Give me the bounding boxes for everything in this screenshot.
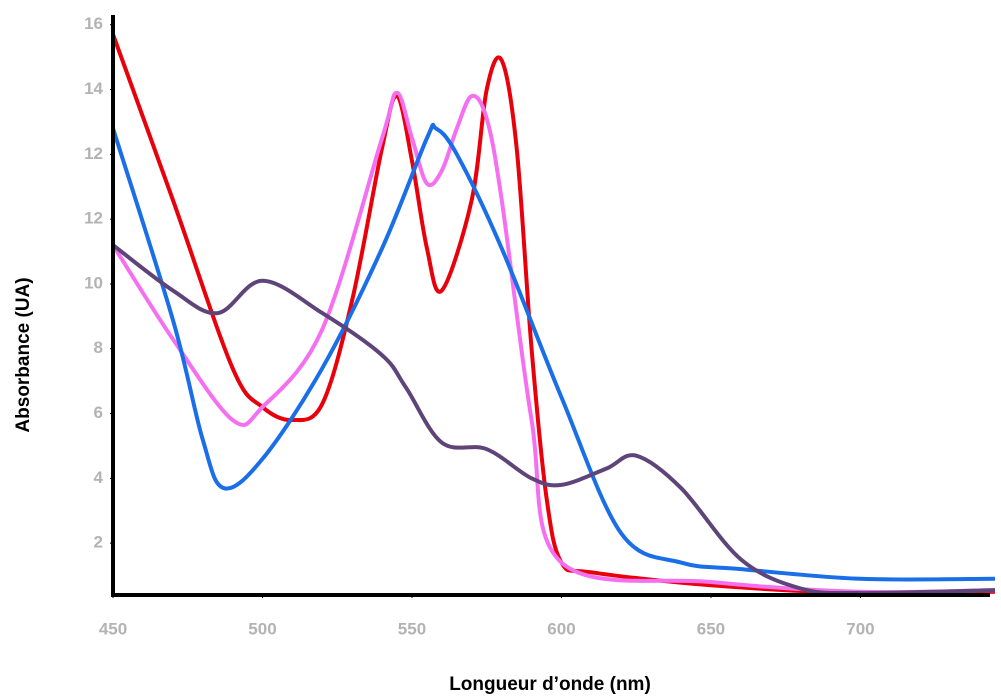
x-tick-label: 550 <box>398 619 426 638</box>
x-tick-label: 500 <box>248 619 276 638</box>
x-tick-label: 700 <box>846 619 874 638</box>
spectrum-line <box>111 122 996 582</box>
spectrum-line <box>111 90 996 595</box>
spectrum-line <box>111 243 996 596</box>
x-axis-label: Longueur d’onde (nm) <box>449 674 651 695</box>
x-tick-label: 450 <box>99 619 127 638</box>
y-tick-label: 4 <box>94 468 104 487</box>
y-tick-label: 16 <box>84 14 103 33</box>
y-tick-label: 6 <box>94 403 103 422</box>
y-tick-label: 8 <box>94 338 103 357</box>
y-tick-label: 12 <box>84 144 103 163</box>
y-axis-label: Absorbance (UA) <box>13 277 34 432</box>
y-tick-label: 2 <box>94 533 103 552</box>
x-tick-label: 600 <box>547 619 575 638</box>
y-tick-label: 10 <box>84 273 103 292</box>
y-tick-label: 14 <box>84 79 103 98</box>
x-tick-label: 650 <box>697 619 725 638</box>
spectrum-line <box>111 33 996 596</box>
y-tick-label: 12 <box>84 209 103 228</box>
